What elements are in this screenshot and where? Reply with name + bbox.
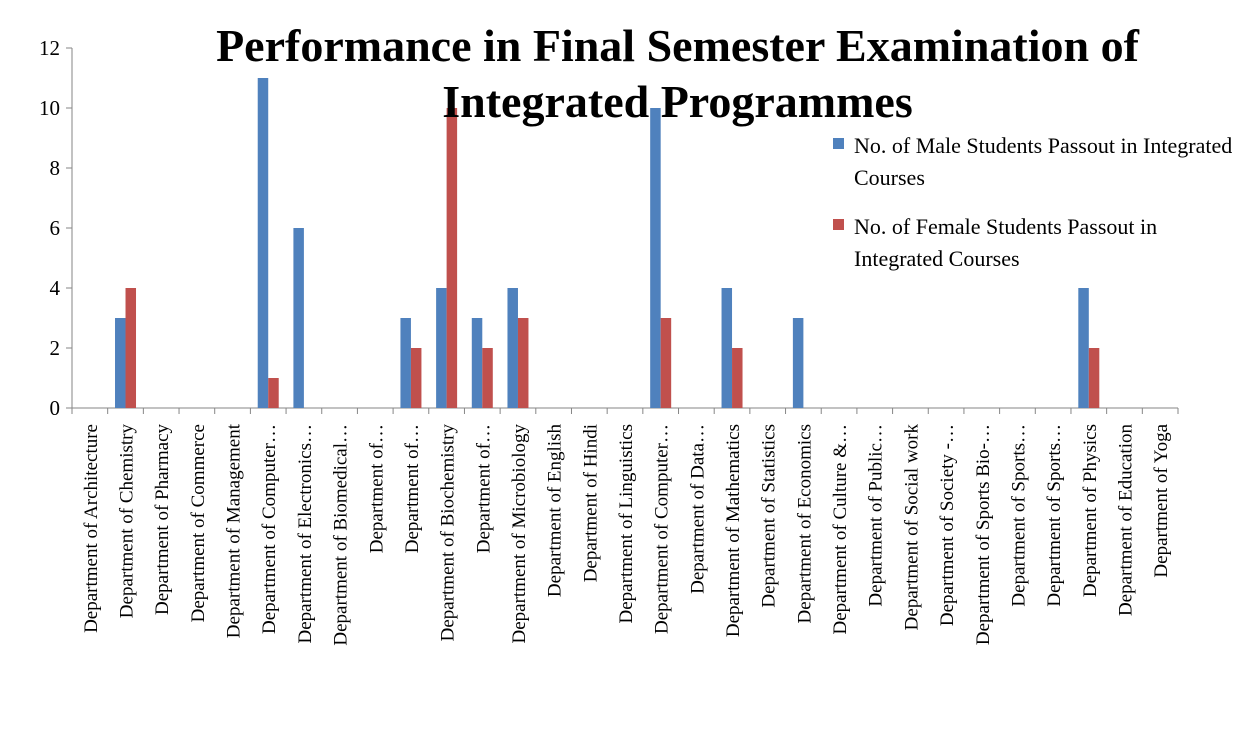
y-tick-label: 8 bbox=[50, 156, 61, 180]
x-tick-label: Department of Statistics bbox=[759, 424, 780, 608]
bar bbox=[1078, 288, 1089, 408]
x-tick-label: Department of Biomedical… bbox=[331, 424, 352, 646]
x-tick-label: Department of… bbox=[473, 424, 494, 553]
bar bbox=[507, 288, 518, 408]
bar bbox=[650, 108, 661, 408]
bar bbox=[446, 108, 458, 408]
x-tick-label: Department of Computer… bbox=[259, 424, 280, 634]
bar bbox=[268, 378, 279, 408]
x-tick-label: Department of Sports… bbox=[1044, 424, 1065, 607]
x-tick-label: Department of Microbiology bbox=[509, 424, 530, 644]
bar bbox=[125, 288, 137, 408]
bar bbox=[517, 318, 529, 408]
bar bbox=[410, 348, 422, 408]
x-tick-label: Department of Linguistics bbox=[616, 424, 637, 623]
legend-item: No. of Male Students Passout in Integrat… bbox=[833, 130, 1244, 194]
x-tick-label: Department of Yoga bbox=[1151, 423, 1172, 577]
x-tick-label: Department of Mathematics bbox=[723, 424, 744, 637]
bar bbox=[732, 348, 743, 408]
x-tick-label: Department of… bbox=[402, 424, 423, 553]
bar bbox=[471, 318, 483, 408]
x-tick-label: Department of Physics bbox=[1080, 424, 1101, 597]
legend-label: No. of Female Students Passout in Integr… bbox=[854, 214, 1163, 271]
x-tick-label: Department of Computer… bbox=[652, 424, 673, 634]
y-tick-label: 2 bbox=[50, 336, 61, 360]
x-tick-label: Department of Social work bbox=[901, 424, 922, 631]
x-tick-label: Department of English bbox=[545, 424, 566, 598]
bar bbox=[115, 318, 126, 408]
y-tick-label: 10 bbox=[39, 96, 60, 120]
bar bbox=[400, 318, 411, 408]
bar bbox=[293, 228, 304, 408]
bar bbox=[721, 288, 733, 408]
x-tick-label: Department of Sports Bio-… bbox=[973, 424, 994, 645]
bar bbox=[436, 288, 447, 408]
y-tick-label: 6 bbox=[50, 216, 61, 240]
x-tick-label: Department of Electronics… bbox=[295, 424, 316, 643]
x-tick-label: Department of Commerce bbox=[188, 424, 209, 622]
x-tick-label: Department of… bbox=[366, 424, 387, 553]
y-tick-label: 12 bbox=[39, 36, 60, 60]
legend-swatch bbox=[833, 219, 844, 230]
bar bbox=[792, 318, 804, 408]
x-tick-label: Department of Chemistry bbox=[117, 424, 138, 619]
y-tick-label: 0 bbox=[50, 396, 61, 420]
x-tick-label: Department of Culture &… bbox=[830, 424, 851, 635]
chart-title: Performance in Final Semester Examinatio… bbox=[216, 20, 1139, 127]
x-tick-label: Department of Public… bbox=[866, 424, 887, 607]
y-tick-label: 4 bbox=[50, 276, 61, 300]
x-tick-label: Department of Architecture bbox=[81, 424, 102, 633]
bar bbox=[482, 348, 493, 408]
x-tick-label: Department of Data… bbox=[687, 424, 708, 594]
x-tick-label: Department of Economics bbox=[794, 424, 815, 623]
legend-item: No. of Female Students Passout in Integr… bbox=[833, 211, 1244, 275]
x-tick-label: Department of Sports… bbox=[1008, 424, 1029, 607]
legend-label: No. of Male Students Passout in Integrat… bbox=[854, 133, 1244, 190]
bar bbox=[1088, 348, 1100, 408]
x-tick-label: Department of Management bbox=[224, 423, 245, 638]
bar bbox=[257, 78, 269, 408]
bar bbox=[660, 318, 672, 408]
legend-swatch bbox=[833, 138, 844, 149]
x-tick-label: Department of Education bbox=[1115, 424, 1136, 617]
x-tick-label: Department of Biochemistry bbox=[438, 424, 459, 642]
x-tick-label: Department of Hindi bbox=[580, 424, 601, 582]
x-tick-label: Department of Pharmacy bbox=[152, 424, 173, 615]
x-tick-label: Department of Society -… bbox=[937, 424, 958, 626]
